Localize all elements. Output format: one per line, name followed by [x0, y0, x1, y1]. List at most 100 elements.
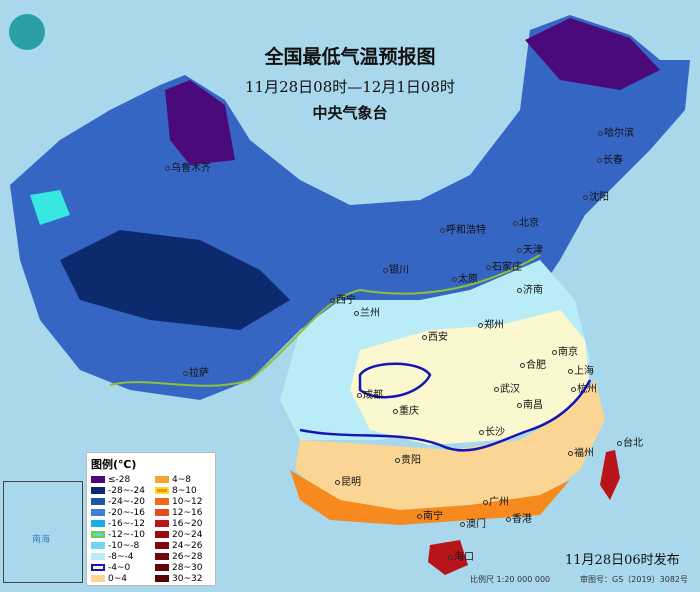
city-label: 郑州 — [478, 320, 504, 332]
city-label: 乌鲁木齐 — [165, 163, 211, 175]
legend-swatch — [91, 487, 105, 494]
legend-swatch — [91, 542, 105, 549]
legend-swatch — [91, 498, 105, 505]
city-label: 银川 — [383, 265, 409, 277]
legend-swatch — [155, 564, 169, 571]
legend-label: 4~8 — [172, 474, 191, 485]
city-label: 天津 — [517, 245, 543, 257]
city-label: 杭州 — [571, 384, 597, 396]
city-label: 沈阳 — [583, 192, 609, 204]
legend-label: ≤-28 — [108, 474, 131, 485]
city-label: 南宁 — [417, 511, 443, 523]
legend-label: 20~24 — [172, 529, 203, 540]
city-label: 北京 — [513, 218, 539, 230]
legend-swatch — [155, 487, 169, 494]
region-cyan — [30, 190, 70, 225]
city-label: 合肥 — [520, 360, 546, 372]
city-label: 台北 — [617, 438, 643, 450]
legend-item: 24~26 — [155, 541, 215, 551]
map-scale: 比例尺 1:20 000 000 — [470, 575, 551, 584]
legend-item: -28~-24 — [91, 485, 155, 496]
city-label: 兰州 — [354, 308, 380, 320]
region-warm-south — [295, 380, 605, 510]
legend-label: -28~-24 — [108, 485, 145, 496]
legend-label: -8~-4 — [108, 551, 134, 562]
city-label: 哈尔滨 — [598, 128, 634, 140]
legend-label: 16~20 — [172, 518, 203, 529]
legend: 图例(℃) ≤-28 4~8 -28~-24 8~10 -24~-20 10~12 -20~… — [86, 452, 216, 586]
city-label: 石家庄 — [486, 262, 522, 274]
legend-label: -4~0 — [108, 562, 131, 573]
legend-label: -16~-12 — [108, 518, 145, 529]
city-label: 太原 — [452, 274, 478, 286]
legend-item: 26~28 — [155, 551, 215, 562]
legend-item: 28~30 — [155, 563, 215, 573]
city-label: 西宁 — [330, 295, 356, 307]
legend-swatch — [91, 564, 105, 571]
region-deep-cold-northwest — [165, 80, 235, 165]
city-label: 海口 — [448, 552, 474, 564]
legend-item: -20~-16 — [91, 507, 155, 518]
inset-label: 南海 — [32, 535, 51, 545]
legend-item: -10~-8 — [91, 540, 155, 551]
city-label: 呼和浩特 — [440, 225, 486, 237]
city-label: 昆明 — [335, 477, 361, 489]
city-label: 澳门 — [460, 519, 486, 531]
city-label: 西安 — [422, 332, 448, 344]
legend-swatch — [155, 531, 169, 538]
city-label: 成都 — [357, 390, 383, 402]
legend-swatch — [155, 476, 169, 483]
city-label: 南昌 — [517, 400, 543, 412]
city-label: 武汉 — [494, 384, 520, 396]
legend-swatch — [91, 476, 105, 483]
legend-label: -24~-20 — [108, 496, 145, 507]
city-label: 上海 — [568, 366, 594, 378]
region-navy — [60, 230, 290, 330]
city-label: 长沙 — [479, 427, 505, 439]
legend-item: 8~10 — [155, 485, 215, 496]
legend-item: 30~32 — [155, 573, 215, 584]
cma-logo-icon — [9, 14, 45, 50]
legend-item: -4~0 — [91, 562, 155, 573]
region-warmer-south — [290, 470, 570, 525]
city-label: 济南 — [517, 285, 543, 297]
legend-item: 20~24 — [155, 529, 215, 540]
legend-title: 图例(℃) — [91, 458, 137, 471]
legend-label: 10~12 — [172, 496, 203, 507]
legend-label: 8~10 — [172, 485, 197, 496]
legend-item: 16~20 — [155, 518, 215, 529]
agency-name: 中央气象台 — [312, 104, 388, 122]
legend-swatch — [91, 509, 105, 516]
city-label: 拉萨 — [183, 368, 209, 380]
legend-label: 30~32 — [172, 573, 203, 584]
legend-label: 12~16 — [172, 507, 203, 518]
south-china-sea-inset: 南海 — [3, 481, 83, 583]
legend-item: -24~-20 — [91, 496, 155, 507]
legend-label: 26~28 — [172, 551, 203, 562]
legend-swatch — [155, 575, 169, 582]
legend-label: 0~4 — [108, 573, 127, 584]
legend-item: -16~-12 — [91, 518, 155, 529]
city-label: 贵阳 — [395, 455, 421, 467]
legend-item: -8~-4 — [91, 551, 155, 562]
region-taiwan — [600, 450, 620, 500]
city-label: 南京 — [552, 347, 578, 359]
city-label: 香港 — [506, 514, 532, 526]
legend-item: 12~16 — [155, 507, 215, 518]
legend-label: -10~-8 — [108, 540, 140, 551]
issued-time: 11月28日06时发布 — [565, 553, 680, 568]
review-number: 审图号：GS（2019）3082号 — [580, 575, 688, 584]
legend-item: 10~12 — [155, 496, 215, 507]
legend-item: 0~4 — [91, 573, 155, 584]
legend-swatch — [91, 520, 105, 527]
legend-label: -12~-10 — [108, 529, 145, 540]
legend-item: -12~-10 — [91, 529, 155, 540]
legend-swatch — [155, 520, 169, 527]
legend-swatch — [155, 542, 169, 549]
legend-swatch — [155, 498, 169, 505]
legend-item: 4~8 — [155, 474, 215, 485]
isoline-minus10c — [109, 254, 541, 387]
city-label: 重庆 — [393, 406, 419, 418]
legend-label: -20~-16 — [108, 507, 145, 518]
map-title: 全国最低气温预报图 — [264, 46, 436, 68]
